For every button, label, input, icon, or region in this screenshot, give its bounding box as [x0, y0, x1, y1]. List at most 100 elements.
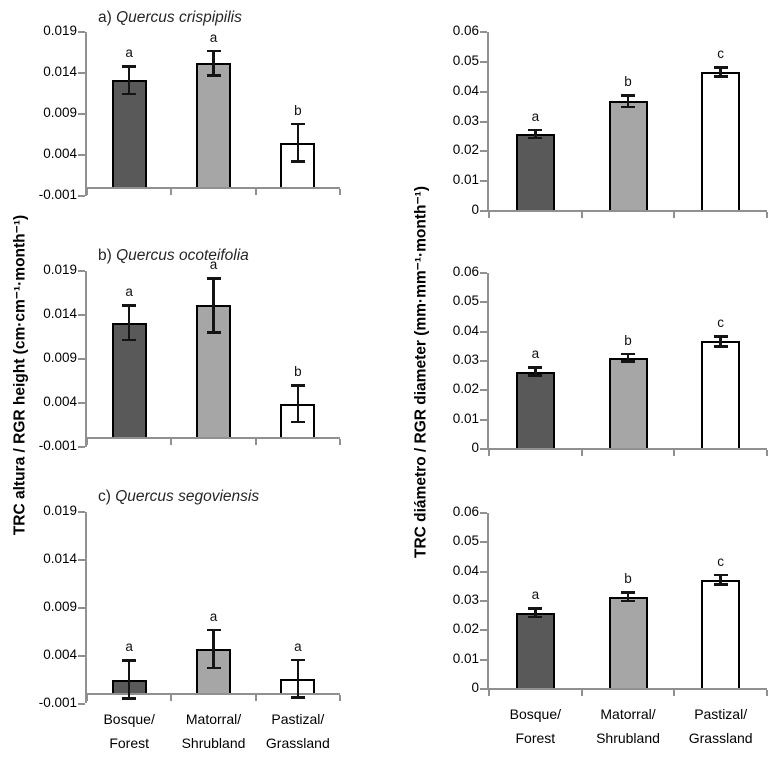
- error-bar-cap-bottom: [206, 74, 221, 77]
- x-tick: [170, 439, 173, 445]
- y-tick: [78, 113, 85, 116]
- y-tick: [480, 688, 487, 690]
- bar-matorral-shrubland: [608, 596, 648, 689]
- y-tick-label: 0.014: [43, 305, 77, 321]
- error-bar-line: [719, 336, 722, 347]
- y-tick: [480, 541, 487, 544]
- panel-title: b) Quercus ocoteifolia: [98, 247, 249, 265]
- error-bar-line: [626, 353, 630, 362]
- x-tick: [339, 439, 341, 445]
- error-bar-cap-bottom: [290, 420, 305, 424]
- y-axis: [487, 273, 489, 449]
- y-tick: [78, 606, 85, 609]
- y-tick: [78, 270, 85, 272]
- error-bar-cap-top: [122, 659, 137, 662]
- y-axis: [487, 513, 489, 689]
- y-tick-label: 0.009: [43, 598, 77, 614]
- error-bar-cap-top: [122, 304, 137, 307]
- x-tick: [488, 450, 490, 456]
- x-tick: [673, 450, 676, 456]
- y-tick-label: 0.019: [43, 23, 77, 38]
- y-tick: [480, 301, 487, 304]
- y-tick-label: 0.05: [452, 293, 479, 309]
- y-tick: [480, 180, 487, 183]
- error-bar-cap-bottom: [122, 697, 137, 700]
- y-axis-label-right: TRC diámetro / RGR diameter (mm·mm⁻¹·mon…: [412, 185, 430, 559]
- y-tick: [78, 31, 85, 33]
- y-axis: [85, 512, 87, 703]
- y-tick-label: 0.05: [452, 52, 479, 68]
- error-bar-cap-bottom: [621, 105, 635, 109]
- y-tick-label: 0.01: [452, 650, 479, 666]
- error-bar-line: [626, 592, 630, 601]
- sig-letter: a: [125, 284, 133, 300]
- species-name: Quercus crispipilis: [116, 9, 242, 26]
- x-tick: [86, 189, 88, 195]
- bar-bosque-forest: [111, 322, 147, 438]
- y-axis: [85, 271, 87, 447]
- y-tick: [78, 558, 85, 561]
- y-tick-label: 0.03: [452, 352, 479, 367]
- x-tick: [766, 690, 768, 696]
- y-tick-label: 0.04: [452, 82, 479, 98]
- y-tick: [78, 313, 85, 316]
- error-bar-cap-top: [206, 49, 221, 53]
- y-tick: [480, 600, 487, 602]
- error-bar-cap-bottom: [290, 696, 305, 699]
- sig-letter: a: [209, 608, 218, 624]
- x-tick: [580, 212, 583, 218]
- bar-matorral-shrubland: [196, 63, 231, 188]
- category-label-line2: Forest: [109, 735, 149, 751]
- bar-matorral-shrubland: [608, 357, 648, 449]
- y-tick-label: 0.004: [43, 146, 77, 162]
- sig-letter: b: [624, 332, 632, 348]
- y-tick-label: 0.019: [43, 262, 77, 277]
- category-label-line2: Grassland: [265, 735, 330, 751]
- error-bar-cap-bottom: [713, 583, 728, 586]
- error-bar-cap-top: [206, 628, 221, 632]
- y-tick: [480, 418, 487, 421]
- y-tick: [78, 401, 85, 404]
- y-tick: [78, 654, 85, 657]
- error-bar-cap-bottom: [621, 360, 635, 363]
- error-bar-cap-bottom: [713, 75, 728, 78]
- error-bar-line: [719, 574, 722, 585]
- y-tick: [78, 72, 85, 75]
- y-tick-label: -0.001: [38, 187, 77, 203]
- error-bar-line: [212, 629, 215, 669]
- x-tick: [673, 690, 676, 696]
- bar-matorral-shrubland: [608, 101, 648, 211]
- error-bar-line: [296, 123, 300, 162]
- error-bar-cap-top: [528, 366, 543, 369]
- species-name: Quercus segoviensis: [115, 488, 260, 505]
- bar-pastizal-grassland: [701, 341, 741, 449]
- y-axis: [85, 32, 87, 196]
- y-tick-label: 0.004: [43, 393, 77, 409]
- y-tick-label: 0.02: [452, 142, 479, 158]
- x-tick: [339, 189, 341, 195]
- error-bar-line: [212, 50, 215, 76]
- sig-letter: a: [209, 29, 218, 45]
- panel-title: c) Quercus segoviensis: [98, 488, 259, 506]
- category-label-grassland: Pastizal/Grassland: [252, 707, 344, 755]
- error-bar-cap-bottom: [122, 338, 137, 342]
- panel-title: a) Quercus crispipilis: [98, 9, 242, 27]
- sig-letter: a: [125, 639, 133, 655]
- error-bar-line: [626, 95, 630, 108]
- y-tick-label: 0.02: [452, 381, 479, 397]
- y-tick: [78, 195, 85, 198]
- error-bar-line: [127, 660, 131, 699]
- panel-letter: a): [98, 9, 117, 26]
- y-tick-label: 0.03: [452, 112, 479, 128]
- bar-pastizal-grassland: [701, 579, 741, 689]
- y-tick-label: 0.04: [452, 562, 479, 578]
- category-label-line1: Matorral/: [600, 706, 656, 722]
- sig-letter: b: [624, 571, 632, 587]
- x-axis: [85, 693, 340, 695]
- category-label-shrubland: Matorral/Shrubland: [582, 702, 674, 750]
- category-label-forest: Bosque/Forest: [489, 702, 581, 750]
- y-tick-label: 0.06: [452, 264, 479, 279]
- y-tick-label: 0.03: [452, 592, 479, 607]
- error-bar-cap-top: [621, 94, 635, 97]
- y-tick: [480, 60, 487, 63]
